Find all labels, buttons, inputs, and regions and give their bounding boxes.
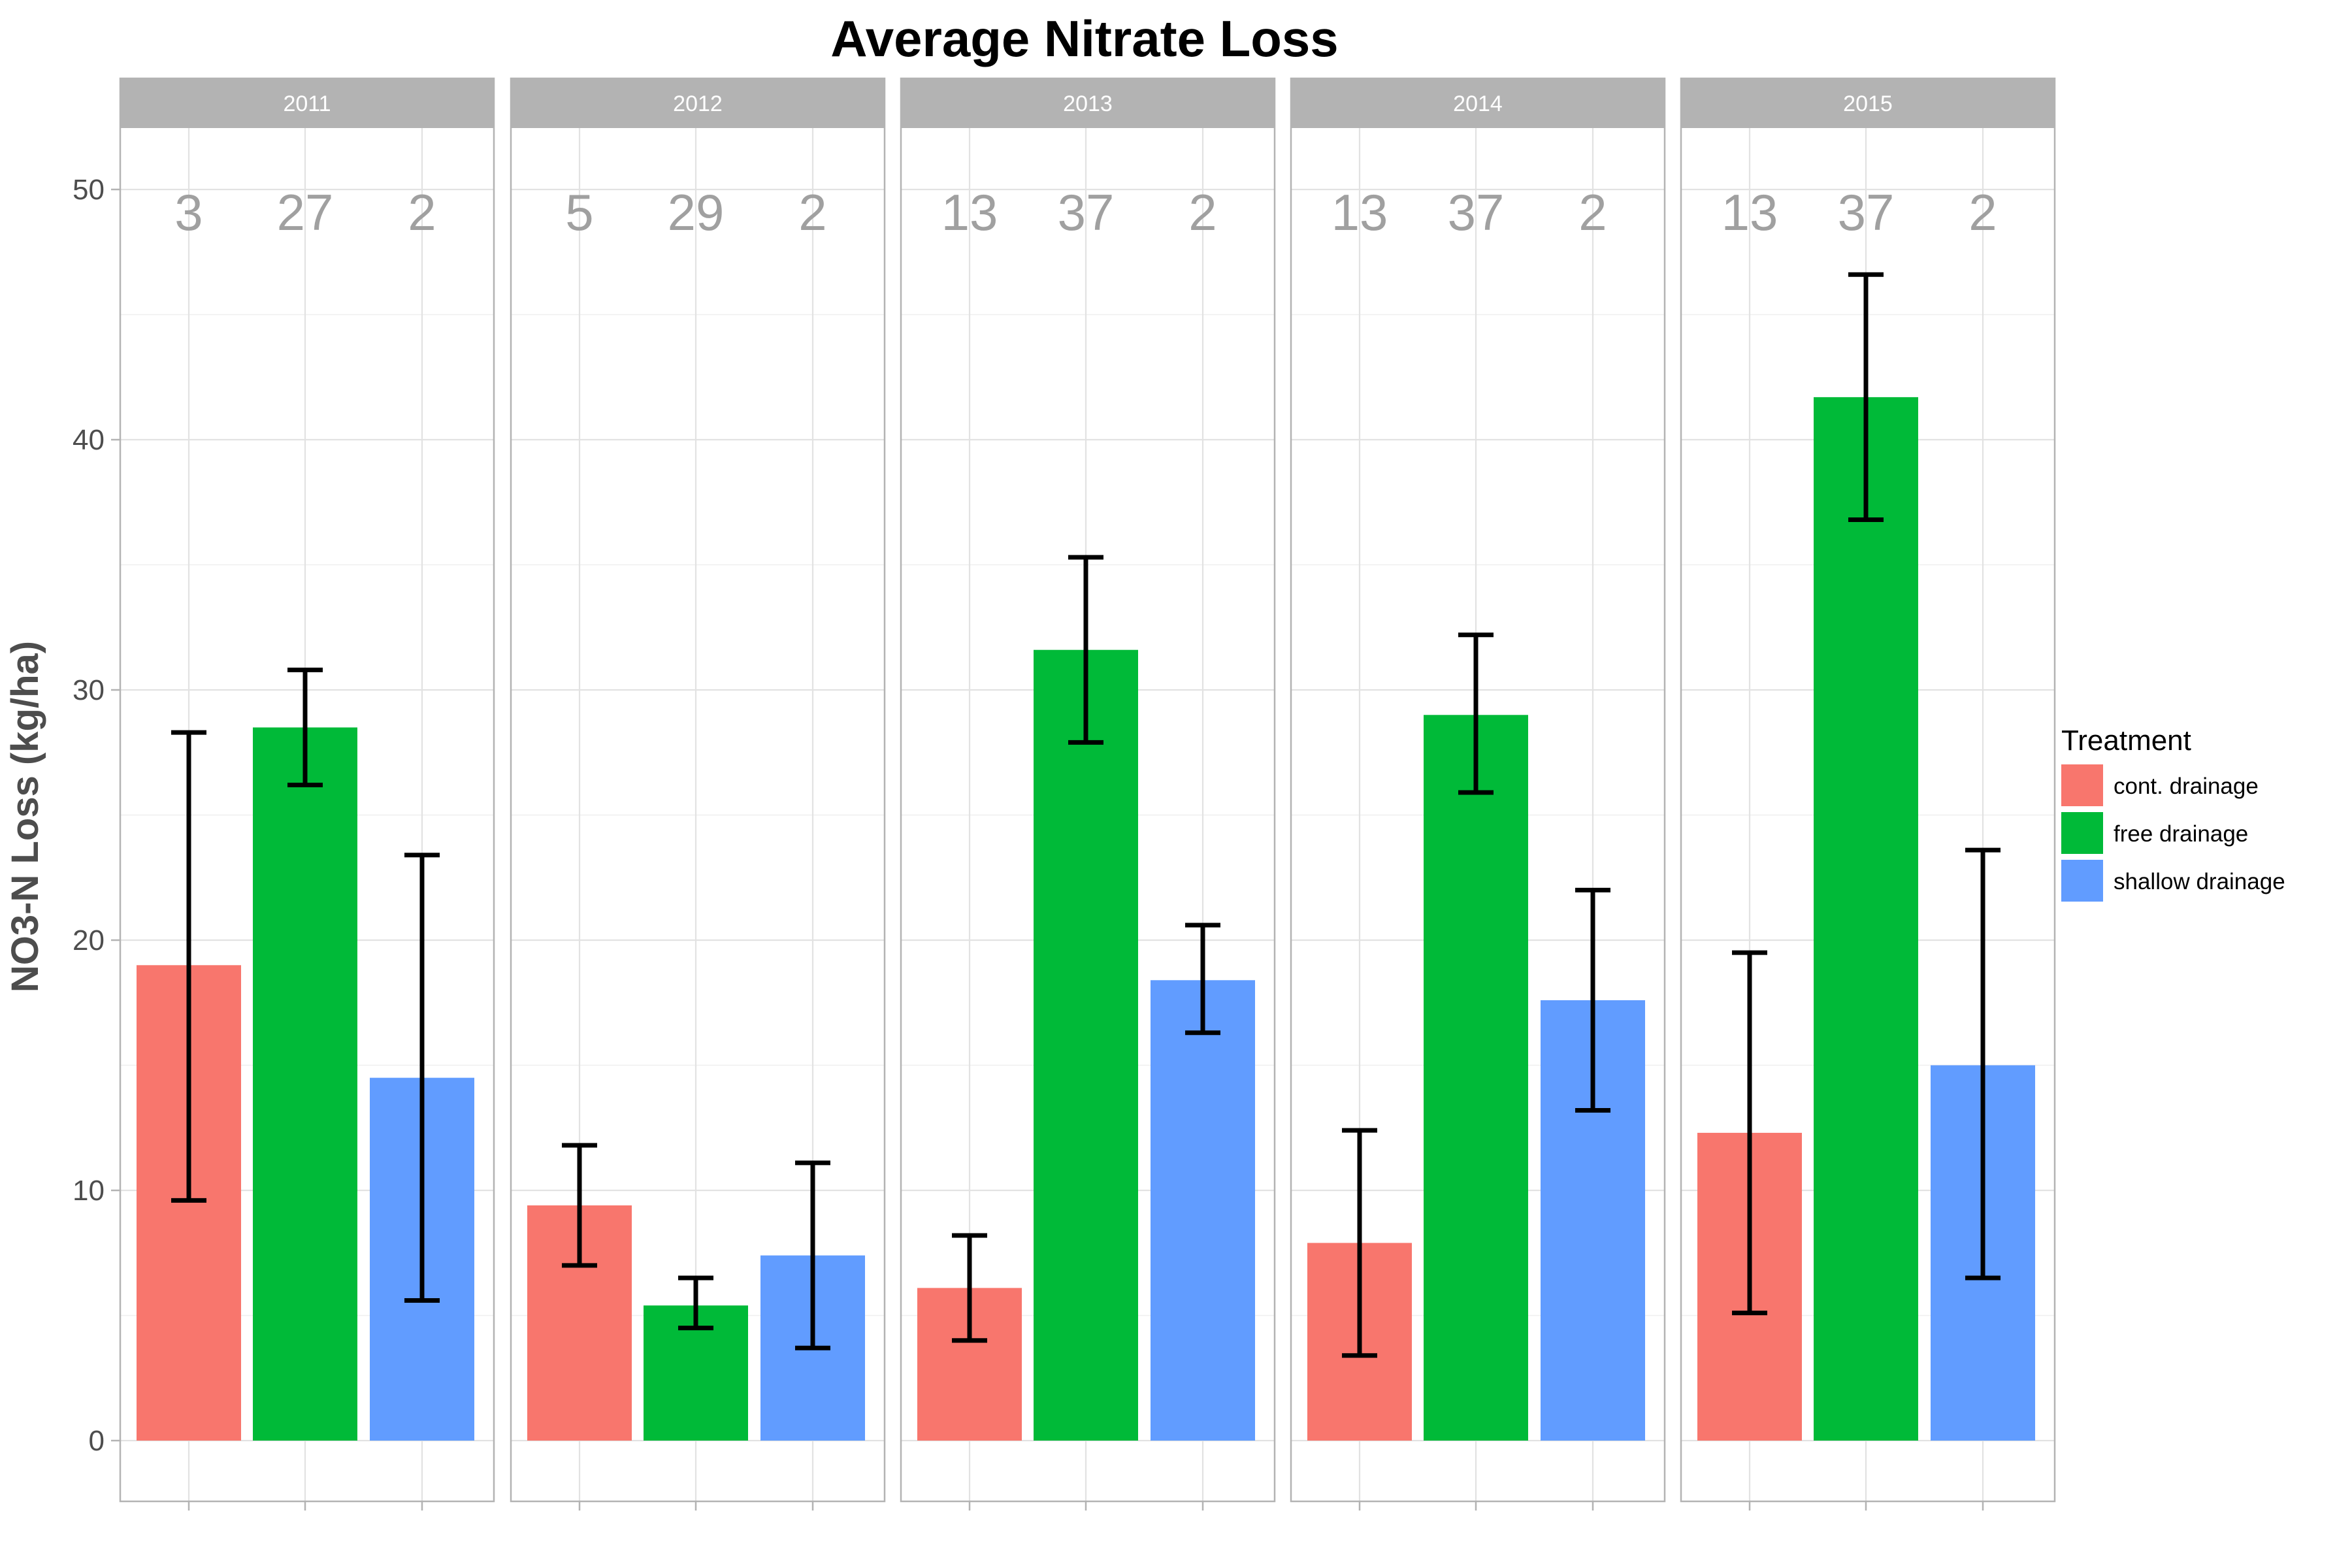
bar-2014-free-drainage: [1424, 715, 1528, 1441]
legend-label: free drainage: [2114, 821, 2248, 847]
count-label: 2: [408, 184, 436, 241]
error-bar: [404, 853, 440, 1303]
bar-2011-free-drainage: [253, 727, 357, 1441]
error-bar: [795, 1160, 830, 1350]
facet-panel-2014: 13 37 2 2014: [1290, 77, 1666, 1511]
chart-title: Average Nitrate Loss: [830, 10, 1338, 67]
facet-strip: [120, 78, 494, 128]
facet-strip-label: 2014: [1453, 91, 1503, 116]
bar-2013-shallow-drainage: [1151, 980, 1255, 1441]
legend-item: cont. drainage: [2061, 764, 2259, 806]
error-bar: [1575, 887, 1610, 1113]
facet-panels: 3 27 2 2011 5 29 2 2012 13 37 2 2013 13 37 2 2014 13 37 2 2…: [119, 77, 2056, 1511]
legend-key: [2061, 860, 2103, 902]
error-bar: [171, 730, 206, 1203]
bar-2013-free-drainage: [1034, 649, 1138, 1441]
count-label: 2: [798, 184, 826, 241]
error-bar: [562, 1143, 597, 1268]
y-tick-label: 50: [73, 174, 105, 206]
facet-strip: [901, 78, 1275, 128]
legend-title: Treatment: [2061, 725, 2191, 757]
y-axis-label: NO3-N Loss (kg/ha): [4, 641, 46, 992]
y-axis: 0 10 20 30 40 50: [73, 174, 120, 1457]
count-label: 37: [1838, 184, 1895, 241]
error-bar: [1732, 950, 1767, 1316]
legend-label: shallow drainage: [2114, 869, 2285, 894]
error-bar: [1458, 632, 1494, 795]
facet-panel-2015: 13 37 2 2015: [1680, 77, 2056, 1511]
count-label: 2: [1968, 184, 1997, 241]
count-label: 13: [1722, 184, 1778, 241]
facet-strip-label: 2012: [673, 91, 723, 116]
facet-panel-2013: 13 37 2 2013: [900, 77, 1276, 1511]
count-label: 2: [1188, 184, 1217, 241]
count-label: 3: [174, 184, 203, 241]
y-tick-label: 20: [73, 924, 105, 956]
count-label: 37: [1058, 184, 1115, 241]
count-label: 13: [1331, 184, 1388, 241]
legend-label: cont. drainage: [2114, 774, 2259, 799]
y-tick-label: 10: [73, 1175, 105, 1207]
facet-panel-2012: 5 29 2 2012: [510, 77, 886, 1511]
count-label: 37: [1448, 184, 1505, 241]
error-bar: [287, 667, 323, 788]
legend-key: [2061, 764, 2103, 806]
error-bar: [952, 1233, 987, 1343]
error-bar: [1342, 1128, 1377, 1358]
count-label: 5: [565, 184, 593, 241]
legend-item: shallow drainage: [2061, 860, 2285, 902]
facet-strip: [511, 78, 885, 128]
count-label: 13: [941, 184, 998, 241]
count-label: 27: [277, 184, 334, 241]
count-label: 29: [668, 184, 725, 241]
facet-strip-label: 2011: [283, 91, 331, 116]
error-bar: [1848, 272, 1884, 523]
legend-key: [2061, 812, 2103, 854]
facet-strip: [1681, 78, 2055, 128]
error-bar: [1185, 923, 1220, 1036]
legend: Treatment cont. drainage free drainage sha…: [2061, 725, 2285, 902]
facet-strip-label: 2015: [1843, 91, 1893, 116]
count-label: 2: [1578, 184, 1607, 241]
legend-item: free drainage: [2061, 812, 2248, 854]
error-bar: [678, 1275, 713, 1331]
facet-strip: [1291, 78, 1665, 128]
legend-items: cont. drainage free drainage shallow drain…: [2061, 764, 2285, 902]
bar-2015-free-drainage: [1814, 397, 1918, 1441]
y-tick-label: 0: [89, 1425, 105, 1457]
error-bar: [1068, 555, 1103, 745]
facet-panel-2011: 3 27 2 2011: [119, 77, 495, 1511]
error-bar: [1965, 847, 2001, 1281]
facet-strip-label: 2013: [1063, 91, 1113, 116]
y-tick-label: 30: [73, 674, 105, 706]
y-tick-label: 40: [73, 424, 105, 456]
